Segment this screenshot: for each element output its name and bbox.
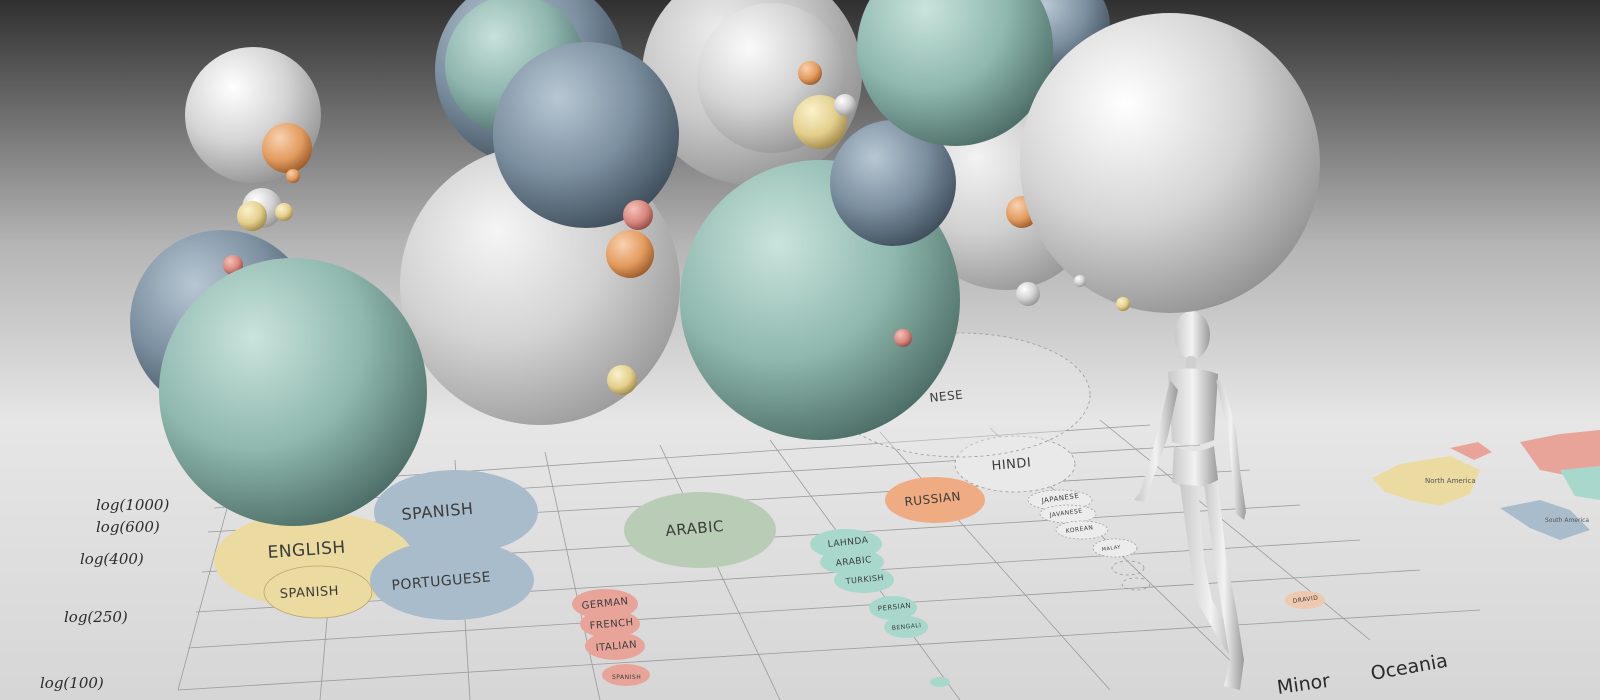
floor-bubble bbox=[1027, 489, 1093, 511]
bubble-label-lahnda: LAHNDA bbox=[827, 536, 869, 550]
sphere-silver bbox=[1016, 282, 1040, 306]
bubble-label-bengali: BENGALI bbox=[891, 622, 921, 632]
sphere-orange bbox=[606, 230, 654, 278]
sphere-red bbox=[623, 200, 653, 230]
sphere-gold bbox=[275, 203, 293, 221]
sphere-slate bbox=[830, 120, 956, 246]
axis-labels: log(1000) log(600) log(400) log(250) log… bbox=[40, 496, 169, 692]
floor-bubble bbox=[585, 632, 645, 660]
sphere-silver bbox=[834, 94, 856, 116]
sphere-orange bbox=[798, 61, 822, 85]
mannequin-left-arm bbox=[1134, 380, 1178, 502]
world-map: North America South America bbox=[1372, 430, 1600, 540]
mannequin-figure bbox=[1134, 311, 1246, 690]
floor-bubble bbox=[869, 596, 917, 620]
bubble-label-arabic-2: ARABIC bbox=[835, 555, 872, 569]
mannequin-neck bbox=[1186, 356, 1196, 370]
axis-label: log(250) bbox=[64, 608, 128, 626]
bubble-label-turkish: TURKISH bbox=[844, 573, 884, 586]
axis-label: log(1000) bbox=[96, 496, 169, 514]
sphere-gold bbox=[793, 95, 847, 149]
sphere-gold bbox=[237, 201, 267, 231]
sphere-gold bbox=[1116, 297, 1130, 311]
map-teal-region bbox=[1560, 466, 1600, 500]
floor-bubble bbox=[370, 540, 534, 620]
mannequin-right-arm bbox=[1216, 380, 1246, 520]
map-europe-asia bbox=[1520, 430, 1600, 476]
mannequin-torso bbox=[1168, 368, 1218, 446]
map-north-america bbox=[1372, 456, 1480, 506]
bubble-label-spanish-3: SPANISH bbox=[612, 674, 641, 681]
sphere-orange bbox=[262, 123, 312, 173]
axis-label: log(600) bbox=[96, 518, 160, 536]
sphere-orange bbox=[286, 169, 300, 183]
floor-bubble bbox=[1039, 504, 1097, 524]
floor-bubble bbox=[602, 664, 650, 686]
bubble-label-malay: MALAY bbox=[1101, 544, 1121, 553]
bubble-label-german: GERMAN bbox=[581, 596, 629, 612]
mannequin-left-leg bbox=[1180, 484, 1242, 660]
bubble-label-french: FRENCH bbox=[589, 617, 634, 632]
floor-bubble-outline bbox=[1111, 560, 1145, 576]
floor-bubble bbox=[885, 477, 985, 523]
floor-bubble bbox=[624, 492, 776, 568]
floor-bubble bbox=[1055, 520, 1109, 540]
bubble-label-korean: KOREAN bbox=[1065, 524, 1094, 535]
sphere-silver bbox=[1074, 275, 1086, 287]
mannequin-hips bbox=[1172, 446, 1218, 488]
map-label-south-america: South America bbox=[1545, 517, 1589, 524]
bubble-label-nese: NESE bbox=[929, 388, 964, 405]
floor-bubble bbox=[884, 616, 928, 638]
bubble-label-arabic: ARABIC bbox=[665, 517, 725, 540]
sphere-gold bbox=[607, 365, 637, 395]
floor-bubble bbox=[374, 470, 538, 554]
bubble-label-italian: ITALIAN bbox=[595, 639, 637, 654]
sphere-red bbox=[894, 329, 912, 347]
mannequin-right-leg bbox=[1204, 484, 1244, 690]
axis-label: log(100) bbox=[40, 674, 104, 692]
map-south-america bbox=[1500, 500, 1590, 540]
map-label-north-america: North America bbox=[1425, 477, 1476, 485]
bubble-label-hindi: HINDI bbox=[991, 456, 1032, 474]
bubble-label-spanish-2: SPANISH bbox=[279, 584, 339, 602]
floor-bubble bbox=[580, 610, 640, 638]
floor-bubble bbox=[954, 435, 1076, 493]
floor-bubble bbox=[1285, 591, 1325, 609]
sphere-silver bbox=[1020, 13, 1320, 313]
floating-spheres bbox=[130, 0, 1320, 526]
floor-bubble-outline bbox=[1121, 577, 1151, 591]
floor-bubble bbox=[1092, 538, 1138, 558]
bubble-label-javanese: JAVANESE bbox=[1048, 507, 1083, 519]
bubble-label-russian: RUSSIAN bbox=[904, 489, 962, 509]
floor-bubble-small bbox=[930, 677, 950, 687]
sphere-teal bbox=[159, 258, 427, 526]
map-greenland bbox=[1450, 442, 1492, 460]
bubble-label-persian: PERSIAN bbox=[877, 602, 911, 613]
floor-bubble bbox=[834, 567, 894, 593]
bubble-label-dravid: DRAVID bbox=[1292, 594, 1318, 605]
floor-bubble bbox=[263, 565, 373, 619]
sphere-slate bbox=[493, 42, 679, 228]
axis-label: log(400) bbox=[80, 550, 144, 568]
sphere-teal bbox=[857, 0, 1053, 146]
mannequin-head bbox=[1174, 311, 1210, 359]
